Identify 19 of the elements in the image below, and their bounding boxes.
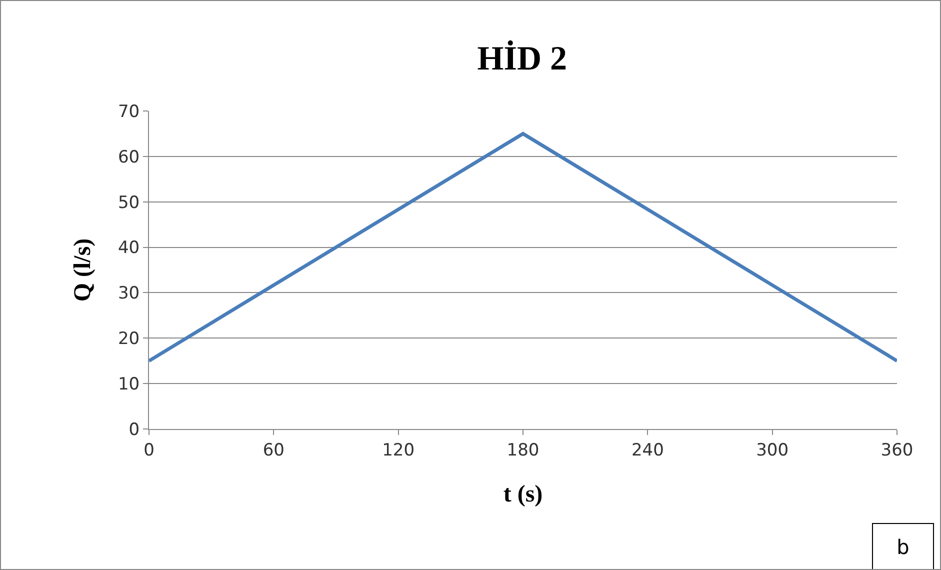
x-tick-label: 60 bbox=[262, 440, 284, 460]
x-tick-label: 180 bbox=[506, 440, 540, 460]
x-tick-label: 120 bbox=[382, 440, 415, 460]
y-tick-label: 50 bbox=[118, 192, 140, 213]
y-tick-label: 0 bbox=[128, 420, 140, 440]
x-axis-title: t (s) bbox=[503, 482, 543, 508]
text: b bbox=[896, 535, 910, 559]
chart-title: HİD 2 bbox=[477, 40, 568, 78]
x-tick-label: 360 bbox=[880, 440, 914, 460]
y-tick-label: 20 bbox=[118, 329, 140, 350]
y-tick-label: 70 bbox=[118, 102, 140, 122]
y-axis-title: Q (l/s) bbox=[70, 238, 96, 302]
x-tick-label: 240 bbox=[631, 440, 664, 460]
x-tick-label: 300 bbox=[756, 440, 789, 460]
y-tick-label: 30 bbox=[118, 284, 140, 304]
y-tick-label: 40 bbox=[118, 238, 140, 258]
y-tick-label: 10 bbox=[118, 374, 140, 395]
x-tick-label: 0 bbox=[144, 440, 154, 460]
y-tick-label: 60 bbox=[118, 147, 140, 168]
